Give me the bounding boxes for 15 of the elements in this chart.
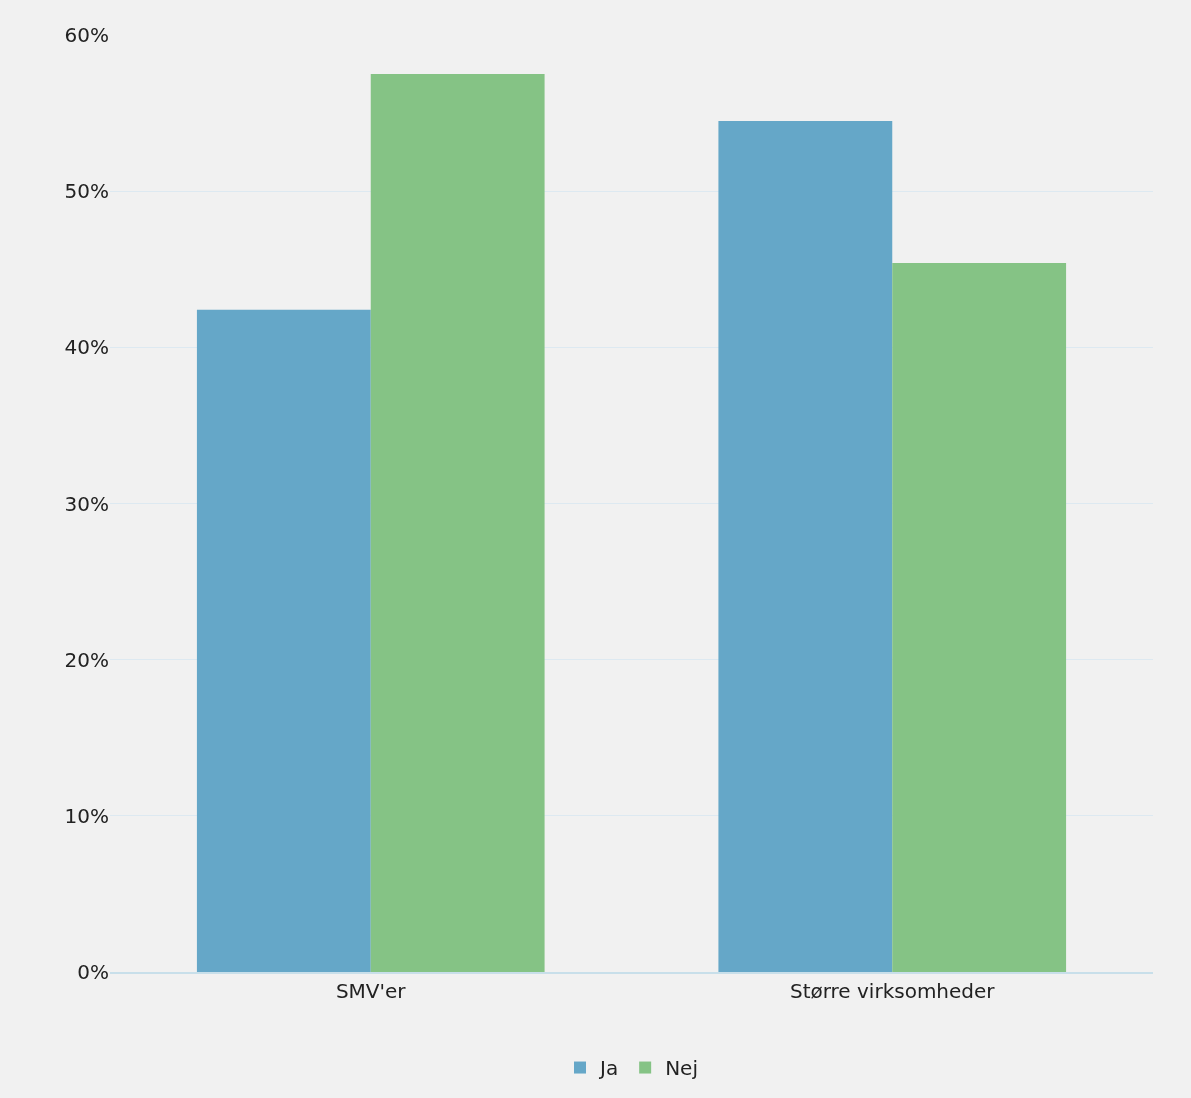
y-tick-label: 0% <box>77 960 109 984</box>
y-tick-label: 40% <box>64 335 109 360</box>
y-tick-label: 50% <box>64 179 109 204</box>
bar <box>196 309 371 972</box>
legend-label: Ja <box>598 1056 619 1081</box>
y-tick-label: 60% <box>64 23 109 47</box>
y-tick-label: 10% <box>64 803 109 828</box>
bar <box>718 120 893 972</box>
legend-label: Nej <box>665 1056 698 1081</box>
x-tick-label: Større virksomheder <box>789 979 996 1003</box>
bar <box>892 263 1067 972</box>
y-tick-label: 30% <box>64 491 109 516</box>
bar <box>370 74 545 972</box>
y-tick-label: 20% <box>64 647 109 672</box>
x-tick-label: SMV'er <box>335 979 407 1003</box>
